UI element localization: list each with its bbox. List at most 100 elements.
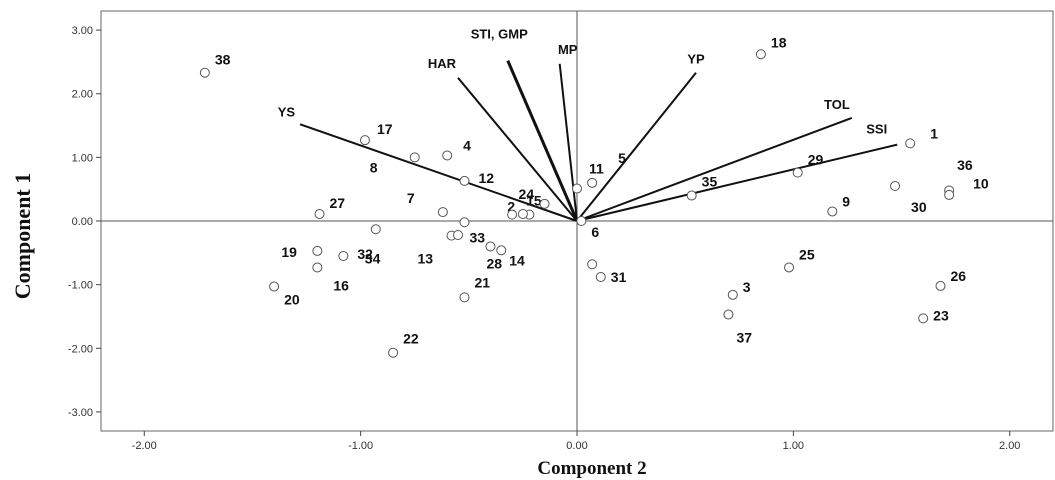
- y-tick-label: -3.00: [68, 407, 93, 419]
- loading-vector-label: YP: [687, 52, 705, 67]
- loading-vector-label: STI, GMP: [471, 27, 528, 42]
- loading-vector-line: [576, 116, 853, 222]
- data-point-label: 18: [771, 34, 787, 50]
- data-point-label: 32: [357, 246, 373, 262]
- data-point: [792, 167, 803, 178]
- data-point-label: 17: [377, 121, 393, 137]
- x-tick-label: 1.00: [783, 440, 804, 452]
- y-tick-label: -2.00: [68, 343, 93, 355]
- data-point: [918, 313, 929, 324]
- data-point: [507, 209, 518, 220]
- data-point: [388, 347, 399, 358]
- data-point: [338, 251, 349, 261]
- data-point-label: 3: [743, 279, 751, 295]
- loading-vector-label: MP: [558, 42, 578, 57]
- data-point-label: 23: [933, 307, 949, 323]
- data-point-label: 24: [519, 186, 535, 202]
- data-point-label: 35: [702, 174, 718, 190]
- loading-vector-line: [558, 63, 578, 222]
- data-point: [496, 245, 507, 256]
- data-point-label: 28: [486, 255, 502, 271]
- x-tick-label: 2.00: [999, 440, 1020, 452]
- data-point-label: 26: [950, 268, 966, 284]
- data-point: [442, 150, 453, 161]
- data-point-label: 37: [736, 330, 752, 346]
- data-point: [370, 224, 381, 235]
- data-point: [409, 152, 420, 163]
- data-point-label: 6: [591, 224, 599, 240]
- data-point-label: 5: [618, 150, 626, 166]
- data-point-label: 4: [463, 137, 471, 153]
- data-point-label: 19: [281, 244, 297, 260]
- data-point-label: 20: [284, 292, 300, 308]
- data-point: [312, 262, 323, 273]
- x-axis-title: Component 2: [537, 458, 646, 479]
- data-point: [314, 209, 325, 219]
- loading-vector-line: [299, 123, 578, 222]
- data-point-label: 15: [526, 193, 542, 209]
- data-point: [539, 198, 550, 209]
- data-point-label: 33: [469, 229, 485, 245]
- y-tick-label: 2.00: [72, 89, 93, 101]
- data-point-label: 36: [957, 157, 973, 173]
- data-point: [827, 206, 838, 217]
- data-point: [485, 241, 496, 252]
- data-point-label: 12: [478, 170, 494, 186]
- data-point-label: 9: [842, 193, 850, 209]
- data-point-label: 10: [973, 175, 989, 191]
- data-point: [312, 245, 323, 256]
- data-point-label: 34: [365, 250, 381, 266]
- x-axis-ticks: -2.00 -1.00 0.00 1.00 2.00: [132, 431, 1020, 452]
- data-point: [935, 280, 946, 291]
- data-point: [459, 217, 470, 228]
- data-point-label: 21: [474, 274, 490, 290]
- data-point-label: 38: [215, 52, 231, 68]
- loading-vector-line: [576, 72, 697, 222]
- data-point: [459, 175, 470, 186]
- data-point: [727, 289, 738, 300]
- data-point: [595, 272, 606, 282]
- data-point-label: 14: [509, 252, 525, 268]
- data-point-label: 29: [808, 152, 824, 168]
- data-point: [944, 189, 955, 200]
- data-point-label: 25: [799, 246, 815, 262]
- loading-vector-label: TOL: [824, 97, 850, 112]
- data-point-label: 16: [333, 277, 349, 293]
- loading-vector-label: HAR: [428, 56, 457, 71]
- data-point-label: 11: [589, 161, 604, 177]
- y-axis-ticks: -3.00 -2.00 -1.00 0.00 1.00 2.00 3.00: [68, 25, 101, 419]
- data-point: [576, 216, 587, 226]
- data-point-label: 8: [370, 159, 378, 175]
- x-tick-label: -1.00: [348, 440, 373, 452]
- data-point: [784, 262, 795, 273]
- data-point: [453, 230, 463, 240]
- loading-vector-line: [457, 77, 578, 222]
- loading-vector-label: SSI: [866, 122, 887, 137]
- y-tick-label: -1.00: [68, 280, 93, 292]
- data-point: [459, 292, 470, 303]
- x-tick-label: 0.00: [566, 440, 587, 452]
- data-point: [572, 183, 582, 194]
- loading-vector-line: [576, 143, 898, 222]
- y-axis-title: Component 1: [10, 173, 35, 300]
- loading-vector-label: YS: [278, 104, 296, 119]
- loading-vectors: YS HAR STI, GMP MP YP TOL SSI: [278, 27, 898, 222]
- data-point: [269, 281, 280, 292]
- data-point-label: 13: [418, 251, 434, 267]
- y-tick-label: 0.00: [72, 216, 93, 228]
- x-tick-label: -2.00: [132, 440, 157, 452]
- data-point-label: 2: [507, 199, 515, 215]
- loading-vector-line: [506, 60, 579, 222]
- data-point: [723, 309, 734, 320]
- data-point-label: 7: [407, 190, 415, 206]
- data-point: [686, 190, 697, 201]
- y-tick-label: 1.00: [72, 152, 93, 164]
- y-tick-label: 3.00: [72, 25, 93, 37]
- data-point: [587, 259, 598, 270]
- data-point-label: 27: [330, 195, 346, 211]
- data-point: [890, 181, 901, 191]
- data-point: [199, 67, 210, 78]
- data-point: [755, 49, 766, 60]
